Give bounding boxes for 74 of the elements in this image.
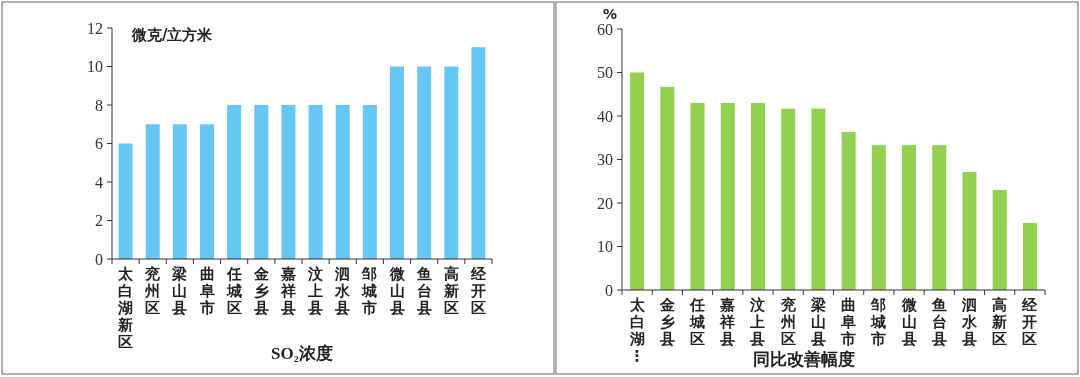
- bar: [118, 143, 133, 259]
- x-tick-label: 金乡县: [252, 265, 269, 317]
- bar: [254, 105, 269, 259]
- y-tick-label: 10: [597, 238, 613, 255]
- x-tick-label: 嘉祥县: [279, 265, 296, 317]
- bar: [932, 145, 947, 290]
- bar: [841, 132, 856, 290]
- x-tick-label: 鱼台县: [415, 265, 432, 317]
- y-tick-label: 6: [95, 135, 103, 152]
- x-tick-label: 任城区: [225, 265, 242, 317]
- x-tick-label: 太白湖新区: [117, 265, 135, 351]
- x-tick-label: 鱼台县: [930, 296, 947, 348]
- bar: [992, 189, 1007, 290]
- x-axis-title: SO₂浓度: [271, 344, 333, 363]
- bar: [471, 47, 486, 259]
- bar: [781, 108, 796, 290]
- x-tick-label: 曲阜市: [840, 296, 857, 348]
- bar: [390, 66, 404, 259]
- bar: [335, 105, 350, 259]
- y-tick-label: 50: [597, 64, 613, 81]
- bar: [630, 72, 645, 290]
- bar: [690, 102, 705, 290]
- y-axis-title: %: [602, 6, 618, 22]
- bar: [871, 145, 886, 290]
- x-tick-label: 邹城市: [361, 265, 378, 317]
- bar: [962, 172, 977, 290]
- x-tick-label: 嘉祥县: [719, 296, 736, 348]
- x-tick-label: 曲阜市: [198, 265, 215, 317]
- x-tick-label: 任城区: [689, 296, 706, 348]
- y-tick-label: 4: [95, 173, 103, 191]
- y-tick-label: 2: [95, 212, 103, 229]
- x-tick-label: 经开区: [1021, 296, 1039, 348]
- bar: [660, 86, 675, 290]
- x-axis-title: 同比改善幅度: [752, 349, 855, 369]
- x-tick-label: 兖州区: [144, 265, 161, 317]
- y-tick-label: 0: [605, 281, 613, 299]
- y-tick-label: 8: [95, 96, 103, 114]
- x-tick-label: 汶上县: [307, 265, 325, 317]
- y-tick-label: 60: [597, 20, 613, 38]
- y-tick-label: 0: [95, 250, 103, 268]
- x-tick-label: 汶上县: [749, 296, 767, 348]
- x-tick-label: 邹城市: [870, 296, 887, 348]
- bar: [750, 102, 765, 290]
- bar: [417, 66, 432, 259]
- x-tick-label: 兖州区: [779, 296, 796, 348]
- y-tick-label: 10: [87, 58, 103, 75]
- x-tick-label: 梁山县: [171, 265, 188, 317]
- bar: [362, 105, 377, 259]
- bar: [200, 124, 214, 259]
- x-tick-label: 微山县: [388, 265, 406, 317]
- bar: [172, 124, 187, 259]
- bar: [145, 124, 160, 259]
- y-tick-label: 40: [597, 107, 613, 125]
- x-tick-label: 泗水县: [960, 296, 978, 348]
- bar: [444, 66, 459, 259]
- bar: [1022, 223, 1037, 290]
- x-tick-label: 高新区: [991, 296, 1008, 348]
- x-tick-label: 太白湖⋮: [628, 296, 646, 365]
- x-tick-label: 泗水县: [334, 265, 352, 317]
- bar: [902, 145, 917, 290]
- x-tick-label: 微山县: [900, 296, 918, 348]
- bar: [308, 105, 323, 259]
- y-tick-label: 20: [597, 194, 613, 212]
- x-tick-label: 经开区: [469, 265, 487, 317]
- y-tick-label: 12: [87, 19, 103, 37]
- bar: [811, 108, 826, 290]
- x-tick-label: 金乡县: [658, 296, 675, 348]
- x-tick-label: 梁山县: [809, 296, 826, 348]
- bar: [720, 102, 735, 290]
- bar: [281, 105, 296, 259]
- y-axis-title: 微克/立方米: [131, 26, 214, 44]
- x-tick-label: 高新区: [442, 265, 459, 317]
- y-tick-label: 30: [597, 151, 613, 168]
- bar: [227, 105, 242, 259]
